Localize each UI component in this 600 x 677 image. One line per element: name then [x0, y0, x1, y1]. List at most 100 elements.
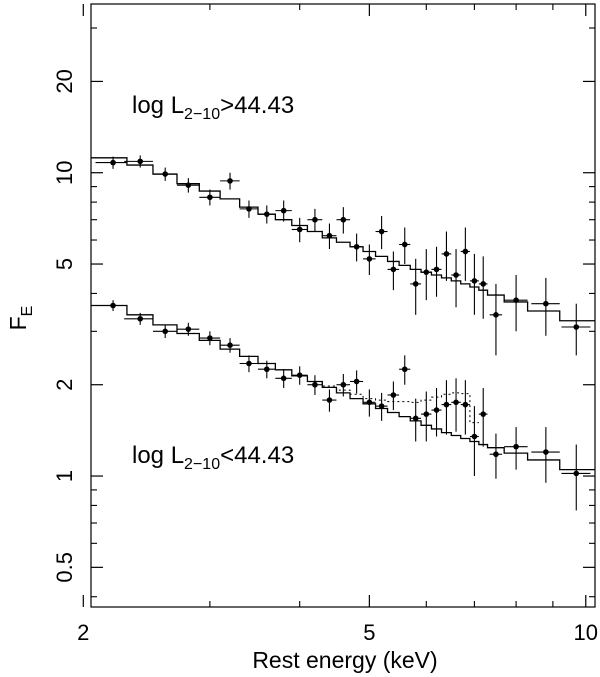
y-tick-label-2: 2 — [52, 379, 77, 391]
data-marker — [137, 315, 144, 322]
data-point-series-0-17 — [399, 227, 411, 265]
data-marker — [312, 216, 318, 223]
data-point-series-0-4 — [199, 189, 221, 206]
data-marker — [412, 281, 419, 287]
data-marker — [227, 178, 233, 184]
data-marker — [423, 269, 430, 275]
data-point-series-0-25 — [478, 256, 488, 319]
data-marker — [493, 451, 499, 458]
data-marker — [246, 206, 252, 212]
data-point-series-0-6 — [239, 200, 259, 218]
data-marker — [207, 335, 213, 341]
data-marker — [513, 297, 519, 303]
annotation-high-luminosity: log L2−10>44.43 — [132, 92, 294, 123]
data-marker — [443, 401, 450, 408]
y-axis-title-text: FE — [5, 306, 36, 331]
data-marker — [312, 381, 318, 388]
data-marker — [493, 312, 499, 318]
data-point-series-0-8 — [275, 200, 292, 222]
data-point-series-0-15 — [375, 216, 388, 250]
data-marker — [462, 401, 469, 408]
data-point-series-0-7 — [258, 205, 276, 224]
axis-layer: 2 5 10 0.5 1 2 5 10 20 — [52, 4, 598, 645]
data-point-series-1-28 — [531, 427, 560, 483]
data-point-series-0-29 — [561, 303, 591, 356]
data-marker — [264, 211, 270, 217]
y-tick-label-3: 5 — [52, 258, 77, 270]
data-point-series-0-28 — [531, 277, 560, 336]
data-point-series-1-4 — [199, 331, 221, 346]
plot-content — [91, 155, 595, 511]
x-tick-label-1: 5 — [363, 620, 375, 645]
data-point-series-0-9 — [291, 217, 308, 243]
data-marker — [480, 411, 487, 417]
data-point-series-1-12 — [336, 373, 351, 397]
data-point-series-1-15 — [375, 392, 388, 421]
data-point-series-0-0 — [95, 156, 127, 169]
dotted-model-line-series-1 — [307, 380, 479, 424]
data-point-series-1-10 — [307, 375, 323, 395]
y-tick-label-4: 10 — [52, 160, 77, 184]
data-marker — [264, 366, 270, 373]
data-marker — [280, 375, 287, 382]
data-point-series-1-14 — [363, 389, 376, 417]
data-marker — [340, 216, 347, 223]
data-marker — [462, 248, 469, 255]
data-marker — [207, 194, 213, 201]
data-marker — [401, 366, 408, 373]
data-marker — [296, 372, 303, 379]
data-point-series-1-24 — [469, 406, 479, 477]
data-point-series-0-1 — [124, 155, 153, 168]
annotation-low-luminosity: log L2−10<44.43 — [132, 442, 294, 473]
data-marker — [433, 266, 440, 273]
data-point-series-0-2 — [152, 167, 177, 181]
data-marker — [423, 411, 430, 417]
data-marker — [453, 399, 459, 406]
data-point-series-0-10 — [307, 208, 323, 232]
data-point-series-0-24 — [469, 253, 479, 315]
data-point-series-0-3 — [176, 178, 200, 193]
data-point-series-1-7 — [258, 360, 276, 379]
y-tick-label-5: 20 — [52, 69, 77, 93]
data-marker — [110, 159, 116, 166]
data-point-series-0-11 — [322, 223, 337, 250]
data-marker — [390, 266, 397, 273]
data-marker — [573, 324, 580, 330]
data-marker — [280, 207, 287, 214]
data-marker — [378, 228, 385, 235]
data-marker — [573, 470, 580, 477]
data-point-series-1-19 — [421, 391, 432, 442]
data-marker — [412, 415, 419, 422]
data-point-series-0-13 — [350, 233, 364, 262]
data-marker — [513, 443, 519, 450]
data-point-series-1-21 — [441, 380, 452, 435]
data-point-series-0-19 — [421, 249, 432, 301]
data-point-series-1-27 — [504, 427, 528, 470]
data-marker — [110, 302, 116, 309]
data-point-series-1-8 — [275, 369, 292, 389]
data-point-series-0-22 — [451, 249, 461, 308]
data-marker — [162, 171, 168, 177]
data-point-series-1-18 — [410, 398, 422, 442]
data-point-series-0-5 — [220, 172, 240, 190]
data-marker — [543, 300, 549, 307]
data-marker — [480, 281, 487, 287]
data-marker — [366, 399, 373, 406]
data-point-series-1-6 — [239, 355, 259, 373]
data-point-series-0-14 — [363, 244, 376, 276]
x-tick-label-2: 10 — [574, 620, 598, 645]
data-marker — [246, 360, 252, 367]
data-marker — [326, 397, 333, 403]
data-point-series-0-18 — [410, 258, 422, 315]
data-point-series-0-23 — [460, 227, 470, 281]
data-marker — [296, 226, 303, 233]
data-point-series-0-16 — [387, 251, 400, 291]
data-marker — [185, 326, 192, 332]
data-point-series-1-1 — [124, 312, 153, 325]
data-marker — [471, 278, 478, 284]
data-point-series-1-5 — [220, 338, 240, 353]
x-axis-title: Rest energy (keV) — [252, 647, 437, 673]
data-point-series-1-20 — [431, 388, 442, 437]
